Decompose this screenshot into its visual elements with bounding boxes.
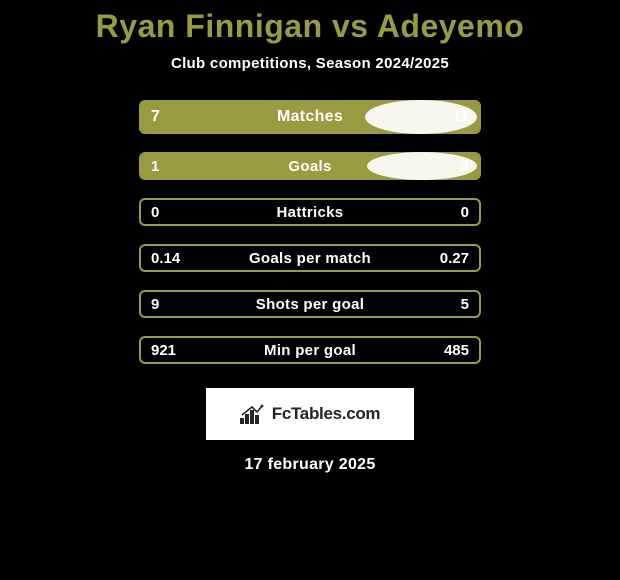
- stat-label: Goals per match: [141, 250, 479, 267]
- stat-row: 1Goals3: [139, 152, 481, 180]
- stat-bar: 0.14Goals per match0.27: [139, 244, 481, 272]
- comparison-card: Ryan Finnigan vs Adeyemo Club competitio…: [0, 0, 620, 474]
- stats-list: 7Matches11 1Goals3 0Hattricks0 0.14Goals pe…: [139, 100, 481, 382]
- stat-row: 9Shots per goal5: [139, 290, 481, 318]
- stat-label: Shots per goal: [141, 296, 479, 313]
- player1-name: Ryan Finnigan: [96, 8, 323, 44]
- stat-row: 7Matches11: [139, 100, 481, 134]
- vs-text: vs: [332, 8, 369, 44]
- footer-date: 17 february 2025: [244, 456, 375, 474]
- stat-value-right: 3: [461, 158, 469, 175]
- stat-row: 0.14Goals per match0.27: [139, 244, 481, 272]
- stat-value-right: 11: [452, 108, 469, 126]
- stat-value-right: 0.27: [440, 250, 469, 267]
- stat-value-right: 5: [461, 296, 469, 313]
- stat-value-right: 0: [461, 204, 469, 221]
- stat-bar: 0Hattricks0: [139, 198, 481, 226]
- stat-bar: 9Shots per goal5: [139, 290, 481, 318]
- logo-box: FcTables.com: [206, 388, 414, 440]
- stat-bar: 921Min per goal485: [139, 336, 481, 364]
- fctables-icon: [240, 404, 266, 424]
- logo-text: FcTables.com: [272, 404, 381, 424]
- page-title: Ryan Finnigan vs Adeyemo: [96, 8, 525, 45]
- stat-label: Min per goal: [141, 342, 479, 359]
- subtitle: Club competitions, Season 2024/2025: [171, 55, 449, 72]
- stat-label: Hattricks: [141, 204, 479, 221]
- stat-label: Matches: [141, 108, 479, 126]
- stat-row: 921Min per goal485: [139, 336, 481, 364]
- stat-label: Goals: [141, 158, 479, 175]
- stat-row: 0Hattricks0: [139, 198, 481, 226]
- player2-name: Adeyemo: [377, 8, 525, 44]
- stat-value-right: 485: [444, 342, 469, 359]
